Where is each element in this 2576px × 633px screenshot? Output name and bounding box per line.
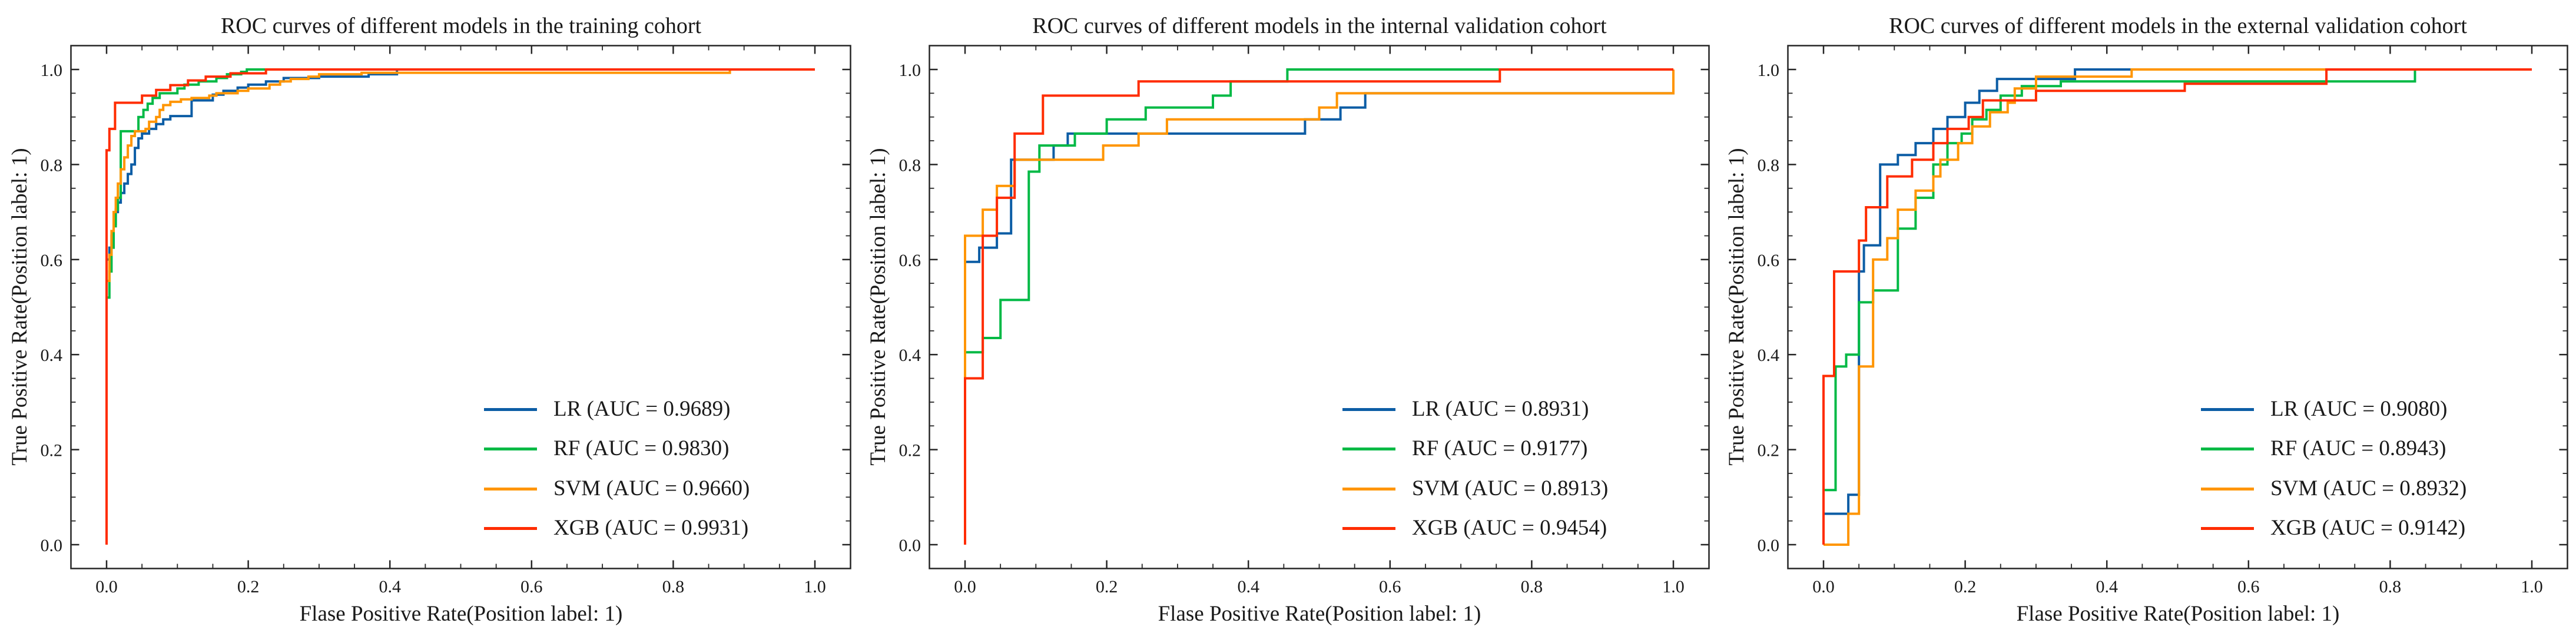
svg-text:1.0: 1.0: [2521, 577, 2543, 596]
plot-area-training: 0.0 0.2 0.4 0.6 0.8 1.0 0.0 0.2 0.4 0.6 0.8 1.0: [41, 45, 851, 596]
svg-text:0.8: 0.8: [899, 155, 921, 175]
svg-text:0.2: 0.2: [1096, 577, 1118, 596]
legend-item-lr: LR (AUC = 0.9689): [484, 397, 730, 421]
xgb-line-icon: [484, 526, 537, 530]
svg-text:0.8: 0.8: [1758, 155, 1780, 175]
lr-line-icon: [1342, 407, 1395, 411]
svg-text:0.0: 0.0: [41, 536, 63, 555]
legend-label-svm: SVM (AUC = 0.9660): [553, 476, 750, 501]
svg-text:0.4: 0.4: [899, 346, 921, 365]
svg-text:0.2: 0.2: [41, 441, 63, 460]
legend-label-lr: LR (AUC = 0.9080): [2270, 397, 2448, 421]
x-axis-label: Flase Positive Rate(Position label: 1): [299, 602, 623, 626]
svg-text:0.2: 0.2: [1954, 577, 1977, 596]
svg-text:0.0: 0.0: [1812, 577, 1835, 596]
lr-line-icon: [484, 407, 537, 411]
legend-label-lr: LR (AUC = 0.9689): [553, 397, 731, 421]
legend-item-rf: RF (AUC = 0.9177): [1342, 437, 1587, 460]
legend-item-svm: SVM (AUC = 0.8932): [2201, 477, 2466, 501]
legend-item-rf: RF (AUC = 0.8943): [2201, 437, 2446, 460]
svg-text:1.0: 1.0: [1662, 577, 1685, 596]
svg-text:0.2: 0.2: [237, 577, 260, 596]
panel-training-cohort: 0.0 0.2 0.4 0.6 0.8 1.0 0.0 0.2 0.4 0.6 0.8 1.0 ROC…: [0, 0, 858, 633]
legend-label-rf: RF (AUC = 0.9177): [1412, 436, 1588, 460]
svg-text:1.0: 1.0: [804, 577, 826, 596]
svg-text:0.8: 0.8: [41, 155, 63, 175]
xgb-line-icon: [1342, 526, 1395, 530]
svg-text:0.2: 0.2: [1758, 441, 1780, 460]
plot-area-internal-validation: 0.0 0.2 0.4 0.6 0.8 1.0 0.0 0.2 0.4 0.6 0.8 1.0: [899, 45, 1710, 596]
rf-line-icon: [1342, 447, 1395, 450]
svg-text:0.8: 0.8: [1521, 577, 1543, 596]
svg-text:1.0: 1.0: [1758, 61, 1780, 80]
legend-item-xgb: XGB (AUC = 0.9454): [1342, 516, 1607, 540]
panel-external-validation-cohort: 0.0 0.2 0.4 0.6 0.8 1.0 0.0 0.2 0.4 0.6 0.8 1.0 ROC…: [1717, 0, 2576, 633]
svg-text:0.0: 0.0: [1758, 536, 1780, 555]
xgb-line-icon: [2201, 526, 2254, 530]
legend-item-rf: RF (AUC = 0.9830): [484, 437, 729, 460]
svg-text:0.0: 0.0: [954, 577, 976, 596]
svg-text:0.0: 0.0: [899, 536, 921, 555]
legend-item-lr: LR (AUC = 0.9080): [2201, 397, 2447, 421]
chart-title: ROC curves of different models in the in…: [1032, 14, 1607, 38]
svm-line-icon: [2201, 487, 2254, 491]
svg-text:0.8: 0.8: [2379, 577, 2402, 596]
legend-item-lr: LR (AUC = 0.8931): [1342, 397, 1589, 421]
legend-label-svm: SVM (AUC = 0.8913): [1412, 476, 1609, 501]
legend-item-xgb: XGB (AUC = 0.9931): [484, 516, 748, 540]
svg-text:0.4: 0.4: [41, 346, 63, 365]
x-axis-label: Flase Positive Rate(Position label: 1): [1158, 602, 1481, 626]
legend-item-xgb: XGB (AUC = 0.9142): [2201, 516, 2465, 540]
legend-label-xgb: XGB (AUC = 0.9931): [553, 516, 749, 540]
svg-text:0.4: 0.4: [1758, 346, 1780, 365]
svg-text:0.6: 0.6: [2237, 577, 2260, 596]
rf-line-icon: [484, 447, 537, 450]
legend-label-svm: SVM (AUC = 0.8932): [2270, 476, 2467, 501]
panel-internal-validation-cohort: 0.0 0.2 0.4 0.6 0.8 1.0 0.0 0.2 0.4 0.6 0.8 1.0 ROC…: [858, 0, 1717, 633]
svm-line-icon: [1342, 487, 1395, 491]
svg-text:0.6: 0.6: [1758, 251, 1780, 270]
svg-text:0.6: 0.6: [899, 251, 921, 270]
svg-text:1.0: 1.0: [899, 61, 921, 80]
svg-text:0.0: 0.0: [95, 577, 118, 596]
svg-text:0.4: 0.4: [1237, 577, 1259, 596]
svg-text:0.4: 0.4: [2096, 577, 2118, 596]
svg-text:1.0: 1.0: [41, 61, 63, 80]
svg-text:0.6: 0.6: [1379, 577, 1401, 596]
chart-title: ROC curves of different models in the ex…: [1889, 14, 2467, 38]
svg-text:0.6: 0.6: [520, 577, 543, 596]
y-axis-label: True Positive Rate(Position label: 1): [1725, 148, 1749, 466]
chart-title: ROC curves of different models in the tr…: [220, 14, 702, 38]
svg-text:0.8: 0.8: [662, 577, 685, 596]
lr-line-icon: [2201, 407, 2254, 411]
x-axis-label: Flase Positive Rate(Position label: 1): [2016, 602, 2340, 626]
legend-item-svm: SVM (AUC = 0.8913): [1342, 477, 1608, 501]
legend-label-rf: RF (AUC = 0.8943): [2270, 436, 2446, 460]
y-axis-label: True Positive Rate(Position label: 1): [866, 148, 890, 466]
legend-label-xgb: XGB (AUC = 0.9454): [1412, 516, 1607, 540]
svg-text:0.4: 0.4: [379, 577, 401, 596]
svg-text:0.6: 0.6: [41, 251, 63, 270]
svm-line-icon: [484, 487, 537, 491]
legend-item-svm: SVM (AUC = 0.9660): [484, 477, 750, 501]
legend-label-xgb: XGB (AUC = 0.9142): [2270, 516, 2466, 540]
plot-area-external-validation: 0.0 0.2 0.4 0.6 0.8 1.0 0.0 0.2 0.4 0.6 0.8 1.0: [1758, 45, 2568, 596]
svg-text:0.2: 0.2: [899, 441, 921, 460]
legend-label-lr: LR (AUC = 0.8931): [1412, 397, 1589, 421]
legend-label-rf: RF (AUC = 0.9830): [553, 436, 730, 460]
y-axis-label: True Positive Rate(Position label: 1): [8, 148, 32, 466]
rf-line-icon: [2201, 447, 2254, 450]
